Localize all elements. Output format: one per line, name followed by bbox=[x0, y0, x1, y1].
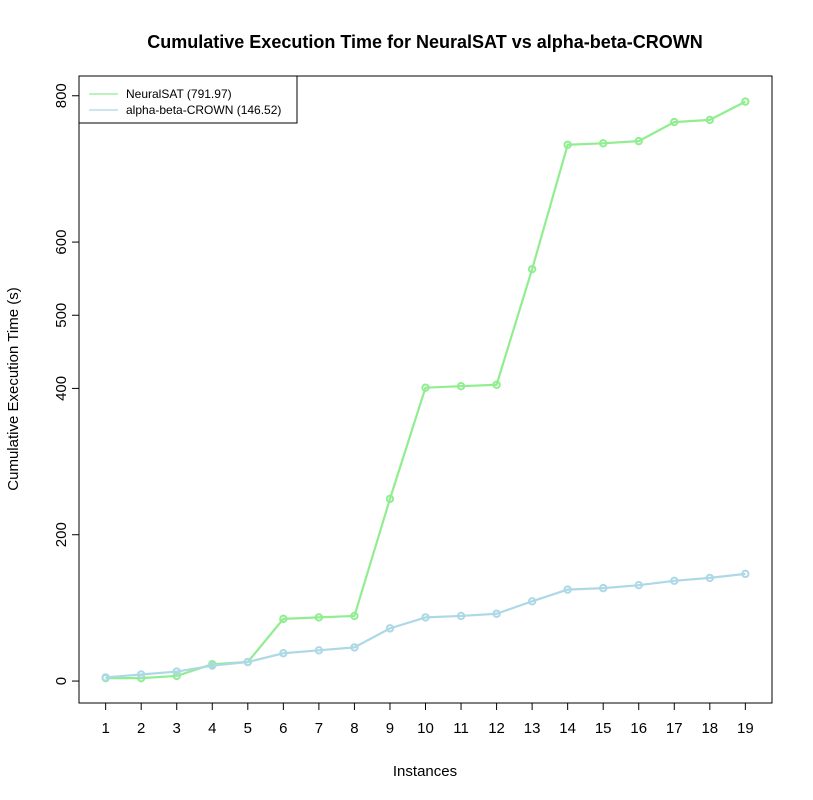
y-tick-label: 200 bbox=[53, 522, 70, 547]
data-point-neuralsat bbox=[492, 380, 501, 389]
data-point-neuralsat bbox=[563, 140, 572, 149]
data-point-alpha-beta-crown bbox=[670, 576, 679, 586]
data-point-neuralsat bbox=[634, 136, 643, 146]
data-point-neuralsat bbox=[527, 264, 537, 274]
x-tick-label: 17 bbox=[666, 720, 683, 737]
data-point-alpha-beta-crown bbox=[598, 583, 608, 593]
data-point-alpha-beta-crown bbox=[634, 581, 643, 590]
y-tick-label: 800 bbox=[53, 83, 70, 108]
data-point-neuralsat bbox=[741, 97, 750, 106]
series-neuralsat bbox=[101, 97, 750, 683]
legend-label-alpha-beta-crown: alpha-beta-CROWN (146.52) bbox=[126, 103, 281, 117]
y-axis-label: Cumulative Execution Time (s) bbox=[5, 287, 22, 490]
data-point-neuralsat bbox=[598, 139, 608, 148]
y-axis: 0 200 400 500 600 800 bbox=[53, 83, 79, 685]
data-point-neuralsat bbox=[385, 494, 395, 504]
series-alpha-beta-crown bbox=[101, 569, 750, 682]
x-tick-label: 3 bbox=[173, 720, 181, 737]
legend: NeuralSAT (791.97) alpha-beta-CROWN (146… bbox=[78, 75, 298, 124]
x-tick-label: 16 bbox=[630, 720, 647, 737]
data-point-alpha-beta-crown bbox=[492, 609, 501, 618]
x-tick-label: 7 bbox=[315, 720, 323, 737]
series-line-neuralsat bbox=[105, 100, 746, 680]
x-tick-label: 1 bbox=[101, 720, 109, 737]
data-point-alpha-beta-crown bbox=[172, 667, 181, 676]
y-tick-label: 500 bbox=[53, 303, 70, 328]
data-point-neuralsat bbox=[279, 614, 288, 624]
data-point-alpha-beta-crown bbox=[741, 569, 750, 579]
data-point-alpha-beta-crown bbox=[350, 643, 359, 652]
data-point-alpha-beta-crown bbox=[314, 646, 324, 655]
x-tick-label: 10 bbox=[417, 720, 434, 737]
series-layer bbox=[101, 97, 750, 683]
x-axis: 1 2 3 4 5 6 7 8 9 10 11 12 13 14 15 16 17 18 19 bbox=[101, 703, 754, 737]
data-point-alpha-beta-crown bbox=[385, 624, 395, 633]
x-tick-label: 13 bbox=[524, 720, 541, 737]
data-point-neuralsat bbox=[314, 613, 324, 622]
x-tick-label: 9 bbox=[386, 720, 394, 737]
y-tick-label: 400 bbox=[53, 376, 70, 401]
data-point-alpha-beta-crown bbox=[208, 661, 217, 670]
data-point-neuralsat bbox=[670, 117, 679, 127]
data-point-alpha-beta-crown bbox=[421, 613, 430, 622]
x-tick-label: 11 bbox=[453, 720, 469, 737]
data-point-alpha-beta-crown bbox=[243, 657, 253, 667]
series-line-alpha-beta-crown bbox=[105, 572, 746, 679]
data-point-neuralsat bbox=[172, 671, 181, 681]
legend-label-neuralsat: NeuralSAT (791.97) bbox=[126, 87, 232, 101]
x-tick-label: 4 bbox=[208, 720, 216, 737]
x-tick-label: 2 bbox=[137, 720, 145, 737]
data-point-alpha-beta-crown bbox=[101, 673, 110, 682]
x-tick-label: 18 bbox=[701, 720, 718, 737]
x-tick-label: 14 bbox=[559, 720, 576, 737]
x-tick-label: 19 bbox=[737, 720, 754, 737]
y-tick-label: 0 bbox=[53, 677, 70, 685]
data-point-neuralsat bbox=[705, 115, 715, 125]
data-point-neuralsat bbox=[350, 611, 359, 621]
data-point-alpha-beta-crown bbox=[136, 670, 146, 679]
x-tick-label: 5 bbox=[244, 720, 252, 737]
data-point-alpha-beta-crown bbox=[279, 649, 288, 658]
x-tick-label: 12 bbox=[488, 720, 505, 737]
data-point-neuralsat bbox=[456, 382, 466, 391]
data-point-alpha-beta-crown bbox=[527, 597, 537, 606]
data-point-alpha-beta-crown bbox=[456, 611, 466, 621]
legend-box bbox=[78, 75, 298, 124]
y-tick-label: 600 bbox=[53, 230, 70, 255]
chart-title: Cumulative Execution Time for NeuralSAT … bbox=[147, 32, 702, 52]
data-point-alpha-beta-crown bbox=[563, 585, 572, 594]
x-axis-label: Instances bbox=[393, 763, 457, 780]
x-tick-label: 15 bbox=[595, 720, 612, 737]
x-tick-label: 8 bbox=[350, 720, 358, 737]
data-point-neuralsat bbox=[421, 383, 430, 392]
data-point-alpha-beta-crown bbox=[705, 573, 715, 583]
x-tick-label: 6 bbox=[279, 720, 287, 737]
